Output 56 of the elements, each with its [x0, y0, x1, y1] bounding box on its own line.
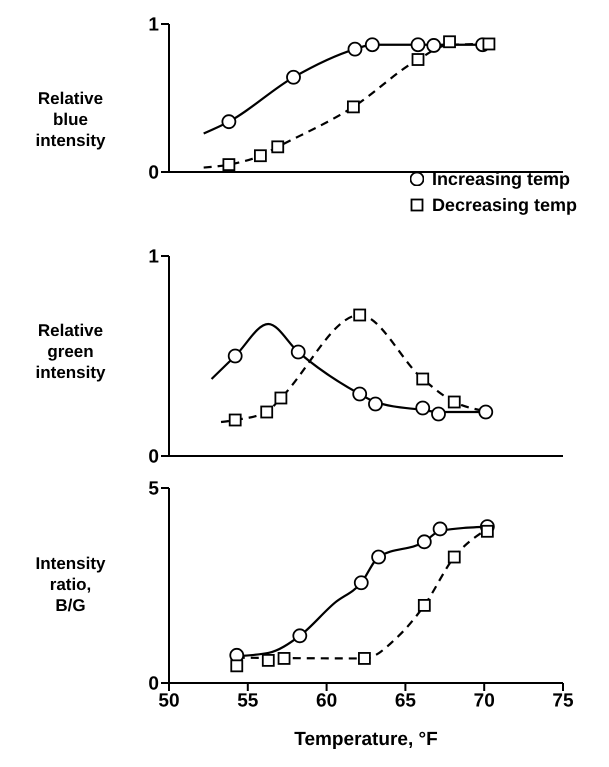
point: [348, 42, 362, 57]
x-tick-label: 65: [394, 690, 416, 712]
point: [410, 37, 426, 52]
point: [432, 522, 448, 536]
point: [448, 396, 461, 408]
point: [358, 652, 371, 665]
y-axis-title: Intensity ratio, B/G: [36, 553, 106, 616]
point: [416, 372, 430, 386]
y-tick-label: 0: [148, 674, 159, 695]
y-tick-label: 1: [148, 14, 160, 36]
point: [418, 598, 431, 612]
point: [260, 406, 274, 418]
point: [415, 400, 430, 416]
point: [480, 524, 494, 538]
point: [228, 348, 243, 364]
point: [412, 53, 424, 66]
point: [354, 575, 369, 590]
point: [416, 534, 432, 550]
point: [482, 38, 496, 50]
point: [278, 652, 290, 665]
point: [448, 550, 461, 564]
point: [478, 404, 494, 420]
point: [352, 386, 368, 402]
x-tick-label: 60: [316, 690, 338, 712]
point: [230, 659, 244, 672]
y-tick-label: 1: [148, 246, 160, 268]
point: [262, 654, 275, 667]
x-tick-label: 75: [552, 690, 574, 712]
y-tick-label: 0: [148, 446, 159, 468]
point: [254, 149, 267, 162]
y-tick-label: 0: [148, 162, 159, 184]
point: [353, 308, 366, 322]
y-tick-label: 5: [148, 478, 160, 500]
point: [371, 550, 386, 564]
point: [346, 100, 360, 114]
legend-label: Decreasing temp: [432, 194, 577, 217]
x-tick-label: 50: [158, 690, 180, 712]
x-axis-title: Temperature, °F: [294, 729, 438, 750]
point: [228, 414, 242, 426]
point: [222, 158, 236, 171]
point: [271, 140, 284, 154]
point: [290, 344, 306, 360]
y-axis-title: Relative green intensity: [36, 320, 106, 382]
point: [292, 628, 308, 644]
y-axis-title: Relative blue intensity: [36, 88, 106, 150]
legend-label: Increasing temp: [432, 168, 570, 191]
x-tick-label: 55: [237, 690, 259, 712]
x-tick-label: 70: [474, 690, 495, 712]
point: [221, 114, 236, 130]
point: [443, 35, 456, 48]
point: [364, 37, 380, 52]
point: [431, 406, 446, 422]
point: [286, 70, 301, 85]
point: [274, 392, 288, 404]
point: [368, 396, 383, 412]
point: [426, 38, 442, 53]
